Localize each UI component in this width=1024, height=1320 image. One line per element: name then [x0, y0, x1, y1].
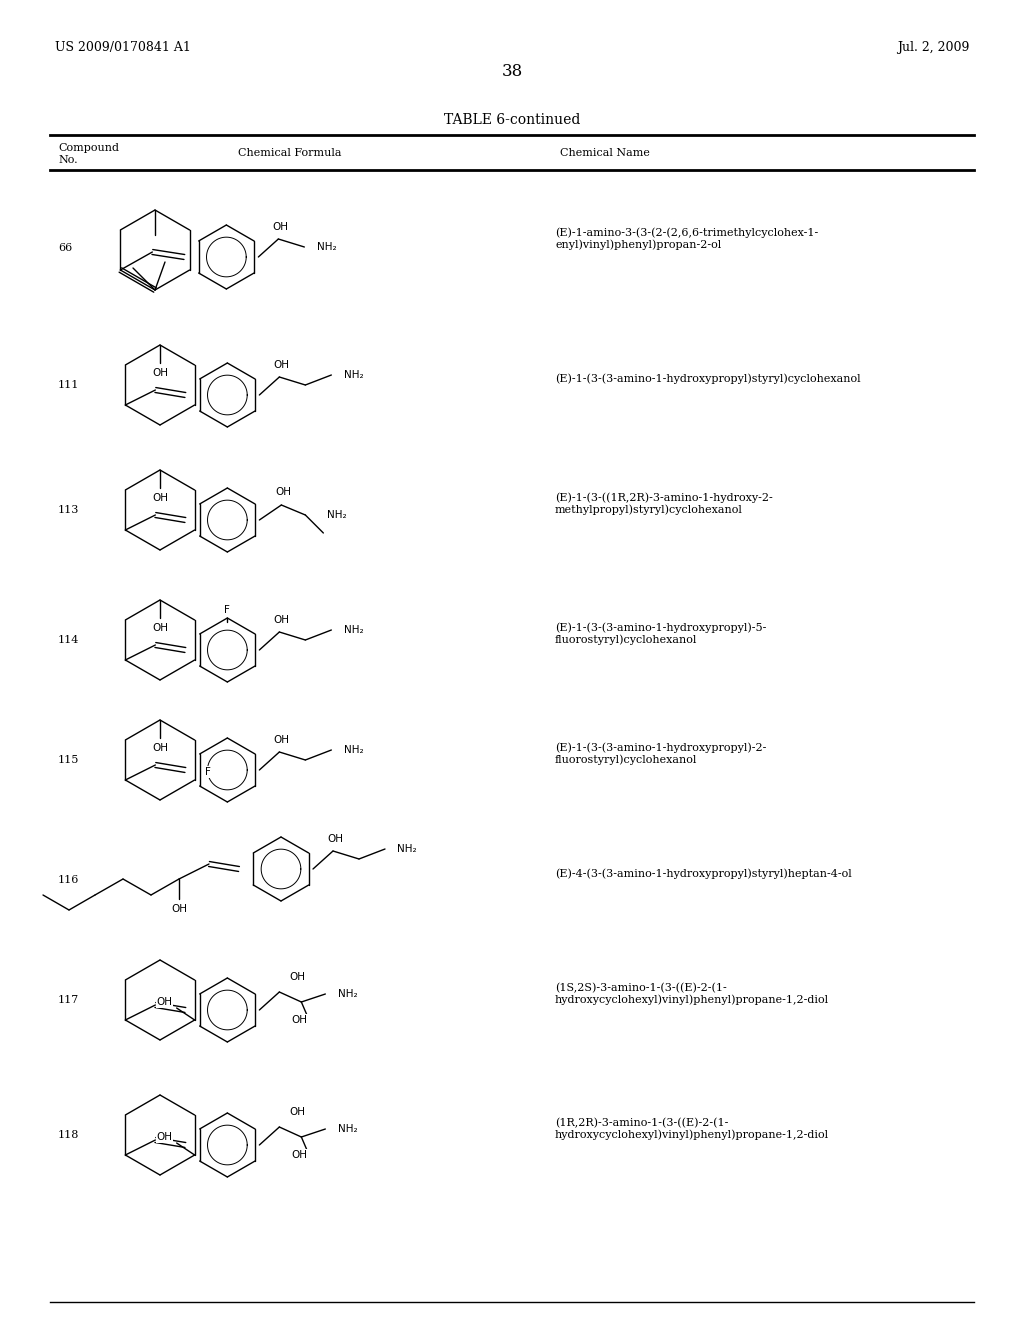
Text: OH: OH — [152, 743, 168, 752]
Text: NH₂: NH₂ — [343, 744, 364, 755]
Text: Jul. 2, 2009: Jul. 2, 2009 — [897, 41, 969, 54]
Text: (E)-1-(3-((1R,2R)-3-amino-1-hydroxy-2-
methylpropyl)styryl)cyclohexanol: (E)-1-(3-((1R,2R)-3-amino-1-hydroxy-2- m… — [555, 492, 773, 515]
Text: OH: OH — [157, 997, 173, 1007]
Text: 113: 113 — [58, 506, 80, 515]
Text: NH₂: NH₂ — [343, 370, 364, 380]
Text: US 2009/0170841 A1: US 2009/0170841 A1 — [55, 41, 190, 54]
Text: NH₂: NH₂ — [338, 989, 357, 999]
Text: OH: OH — [273, 615, 290, 624]
Text: OH: OH — [152, 492, 168, 503]
Text: No.: No. — [58, 154, 78, 165]
Text: (1R,2R)-3-amino-1-(3-((E)-2-(1-
hydroxycyclohexyl)vinyl)phenyl)propane-1,2-diol: (1R,2R)-3-amino-1-(3-((E)-2-(1- hydroxyc… — [555, 1118, 829, 1140]
Text: 116: 116 — [58, 875, 80, 884]
Text: 38: 38 — [502, 63, 522, 81]
Text: NH₂: NH₂ — [343, 624, 364, 635]
Text: F: F — [205, 767, 211, 777]
Text: Chemical Formula: Chemical Formula — [239, 148, 342, 158]
Text: NH₂: NH₂ — [316, 242, 336, 252]
Text: NH₂: NH₂ — [397, 843, 417, 854]
Text: 117: 117 — [58, 995, 79, 1005]
Text: OH: OH — [290, 1107, 305, 1117]
Text: OH: OH — [273, 735, 290, 744]
Text: OH: OH — [275, 487, 292, 498]
Text: (1S,2S)-3-amino-1-(3-((E)-2-(1-
hydroxycyclohexyl)vinyl)phenyl)propane-1,2-diol: (1S,2S)-3-amino-1-(3-((E)-2-(1- hydroxyc… — [555, 982, 829, 1006]
Text: 114: 114 — [58, 635, 80, 645]
Text: OH: OH — [292, 1150, 307, 1160]
Text: NH₂: NH₂ — [338, 1125, 357, 1134]
Text: OH: OH — [327, 834, 343, 843]
Text: 111: 111 — [58, 380, 80, 389]
Text: 118: 118 — [58, 1130, 80, 1140]
Text: OH: OH — [290, 972, 305, 982]
Text: (E)-1-(3-(3-amino-1-hydroxypropyl)-5-
fluorostyryl)cyclohexanol: (E)-1-(3-(3-amino-1-hydroxypropyl)-5- fl… — [555, 623, 766, 645]
Text: Chemical Name: Chemical Name — [560, 148, 650, 158]
Text: TABLE 6-continued: TABLE 6-continued — [443, 114, 581, 127]
Text: NH₂: NH₂ — [328, 510, 347, 520]
Text: (E)-1-(3-(3-amino-1-hydroxypropyl)-2-
fluorostyryl)cyclohexanol: (E)-1-(3-(3-amino-1-hydroxypropyl)-2- fl… — [555, 743, 766, 766]
Text: 66: 66 — [58, 243, 73, 253]
Text: OH: OH — [171, 904, 187, 913]
Text: (E)-1-amino-3-(3-(2-(2,6,6-trimethylcyclohex-1-
enyl)vinyl)phenyl)propan-2-ol: (E)-1-amino-3-(3-(2-(2,6,6-trimethylcycl… — [555, 227, 818, 251]
Text: OH: OH — [152, 368, 168, 378]
Text: Compound: Compound — [58, 143, 119, 153]
Text: OH: OH — [272, 222, 289, 232]
Text: OH: OH — [292, 1015, 307, 1026]
Text: OH: OH — [157, 1133, 173, 1142]
Text: OH: OH — [152, 623, 168, 634]
Text: 115: 115 — [58, 755, 80, 766]
Text: OH: OH — [273, 360, 290, 370]
Text: (E)-4-(3-(3-amino-1-hydroxypropyl)styryl)heptan-4-ol: (E)-4-(3-(3-amino-1-hydroxypropyl)styryl… — [555, 869, 852, 879]
Text: (E)-1-(3-(3-amino-1-hydroxypropyl)styryl)cyclohexanol: (E)-1-(3-(3-amino-1-hydroxypropyl)styryl… — [555, 374, 860, 384]
Text: F: F — [224, 605, 230, 615]
